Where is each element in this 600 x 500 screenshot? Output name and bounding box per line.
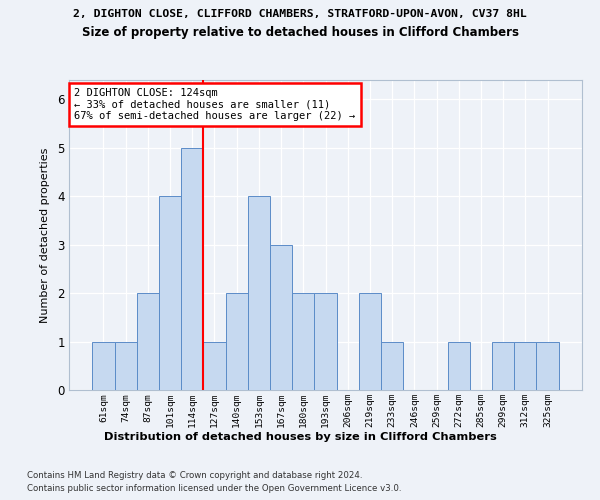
Text: 2 DIGHTON CLOSE: 124sqm
← 33% of detached houses are smaller (11)
67% of semi-de: 2 DIGHTON CLOSE: 124sqm ← 33% of detache… [74,88,355,121]
Text: Size of property relative to detached houses in Clifford Chambers: Size of property relative to detached ho… [82,26,518,39]
Text: Contains HM Land Registry data © Crown copyright and database right 2024.: Contains HM Land Registry data © Crown c… [27,471,362,480]
Bar [203,342,226,390]
Bar [226,293,248,390]
Bar [92,342,115,390]
Bar [314,293,337,390]
Bar [270,244,292,390]
Bar [492,342,514,390]
Bar [514,342,536,390]
Bar [248,196,270,390]
Bar [292,293,314,390]
Bar [381,342,403,390]
Bar [359,293,381,390]
Y-axis label: Number of detached properties: Number of detached properties [40,148,50,322]
Bar [448,342,470,390]
Text: 2, DIGHTON CLOSE, CLIFFORD CHAMBERS, STRATFORD-UPON-AVON, CV37 8HL: 2, DIGHTON CLOSE, CLIFFORD CHAMBERS, STR… [73,9,527,19]
Bar [159,196,181,390]
Bar [181,148,203,390]
Text: Contains public sector information licensed under the Open Government Licence v3: Contains public sector information licen… [27,484,401,493]
Bar [137,293,159,390]
Bar [115,342,137,390]
Bar [536,342,559,390]
Text: Distribution of detached houses by size in Clifford Chambers: Distribution of detached houses by size … [104,432,496,442]
